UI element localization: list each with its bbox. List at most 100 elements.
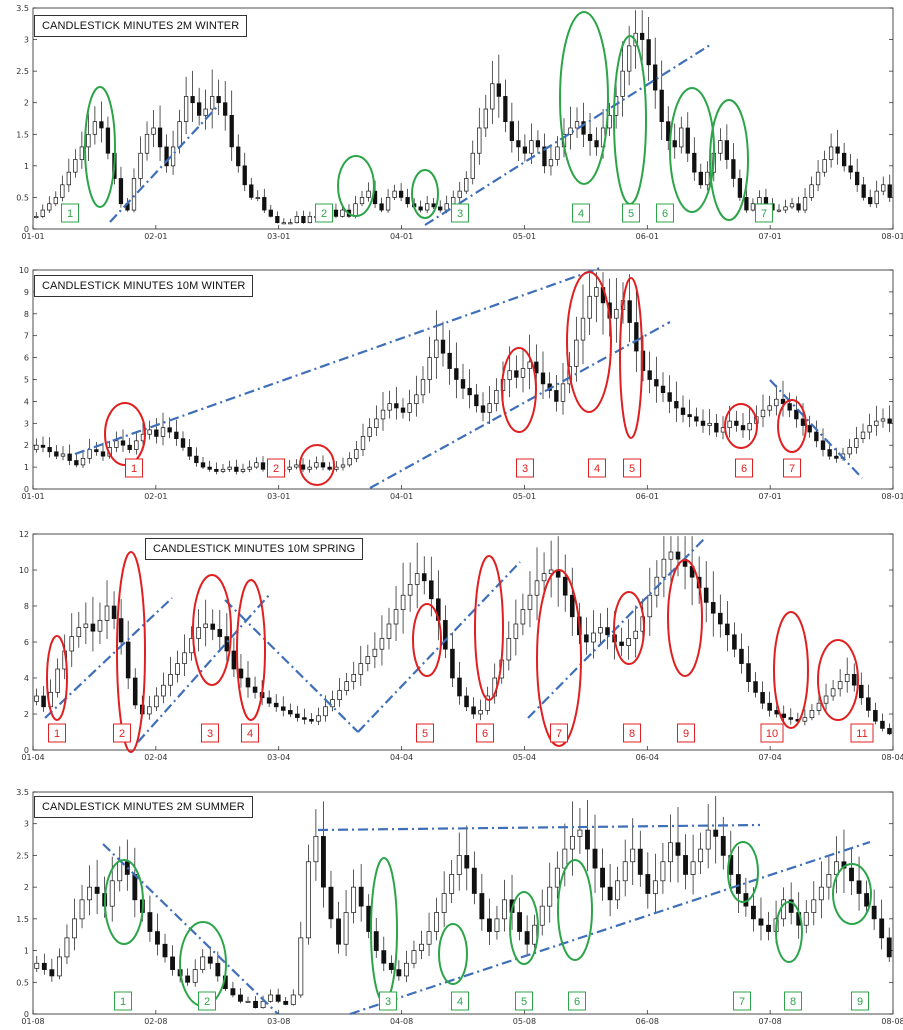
candle-body <box>861 184 866 198</box>
candle-body <box>234 466 239 472</box>
candle <box>253 996 258 1009</box>
candle <box>834 447 839 463</box>
candle <box>887 405 892 433</box>
candle <box>703 561 709 623</box>
candle-body <box>828 146 834 160</box>
y-tick-label: 0 <box>24 225 29 234</box>
candle <box>449 859 455 904</box>
candle-body <box>744 197 749 211</box>
y-tick-label: 1.5 <box>16 130 29 139</box>
candle <box>622 839 628 897</box>
candle-body <box>273 702 279 708</box>
candle-body <box>327 466 332 470</box>
candle <box>396 960 402 981</box>
candle-body <box>147 706 152 715</box>
marker-number: 7 <box>761 208 767 220</box>
candle <box>192 959 198 987</box>
candle-body <box>787 403 792 411</box>
candle <box>864 880 870 915</box>
candle-body <box>815 171 821 186</box>
candle-body <box>811 899 817 913</box>
candle-body <box>449 874 455 894</box>
candle-body <box>249 184 254 198</box>
candle <box>740 412 746 438</box>
candle-body <box>698 848 704 863</box>
candle <box>393 585 399 641</box>
candle-body <box>837 681 843 690</box>
marker-box <box>315 203 333 223</box>
plot-frame <box>32 533 894 751</box>
candle-body <box>659 89 664 123</box>
marker-number: 5 <box>629 463 635 475</box>
candle <box>330 690 335 712</box>
marker-box <box>623 723 641 743</box>
candle-body <box>581 121 586 135</box>
marker-number: 4 <box>457 996 463 1008</box>
candle <box>802 188 808 214</box>
candle-body <box>53 197 58 205</box>
candle-body <box>131 178 137 211</box>
candle <box>506 621 512 671</box>
candle-body <box>633 630 638 639</box>
candle-body <box>760 692 765 704</box>
candle <box>634 291 639 373</box>
marker-number: 5 <box>521 996 527 1008</box>
candle <box>372 632 378 669</box>
chart-title: CANDLESTICK MINUTES 10M SPRING <box>145 538 364 560</box>
highlight-ellipse <box>709 99 749 221</box>
candle-body <box>486 918 492 932</box>
candle <box>441 871 447 928</box>
marker-label: 2 <box>315 203 333 223</box>
candle-body <box>640 32 645 40</box>
marker-number: 8 <box>629 728 635 740</box>
marker-number: 2 <box>273 463 279 475</box>
candle-body <box>358 886 364 907</box>
candle-body <box>177 121 182 148</box>
candle-body <box>569 836 575 850</box>
x-tick-label: 02-01 <box>144 492 167 501</box>
candle <box>157 105 163 161</box>
candle <box>240 463 246 474</box>
highlight-ellipse <box>412 603 442 677</box>
candle <box>587 273 592 335</box>
candle-body <box>438 206 443 211</box>
candle-body <box>396 969 402 977</box>
candle-body <box>698 171 703 186</box>
candle-body <box>47 203 52 211</box>
highlight-ellipse <box>509 891 539 965</box>
candle <box>520 593 526 636</box>
marker-number: 1 <box>67 208 73 220</box>
candle <box>450 632 455 688</box>
candle <box>569 801 575 876</box>
marker-box <box>550 723 568 743</box>
candle-body <box>40 209 45 217</box>
candle-body <box>713 829 719 837</box>
candle <box>737 169 743 201</box>
candle <box>47 196 52 213</box>
candle-body <box>746 663 751 682</box>
candle-body <box>447 352 452 369</box>
highlight-ellipse <box>337 155 375 217</box>
marker-label: 5 <box>416 723 434 743</box>
candle <box>724 124 730 169</box>
candle-body <box>660 385 666 393</box>
candle-body <box>622 861 628 882</box>
candle-body <box>60 453 66 457</box>
candle-body <box>403 962 409 977</box>
candle <box>414 542 420 609</box>
highlight-ellipse <box>501 347 537 433</box>
y-tick-label: 8 <box>24 310 29 319</box>
candle-body <box>763 197 769 205</box>
candle-body <box>652 880 658 894</box>
candle <box>780 380 786 417</box>
marker-box <box>379 991 397 1011</box>
candle <box>787 392 792 418</box>
candle <box>647 567 653 636</box>
candle-body <box>174 431 179 439</box>
candle-body <box>414 573 420 585</box>
candle-body <box>353 203 358 217</box>
candle-body <box>675 551 681 560</box>
candle <box>398 183 404 202</box>
candle-body <box>731 159 736 179</box>
candle-body <box>750 203 756 211</box>
